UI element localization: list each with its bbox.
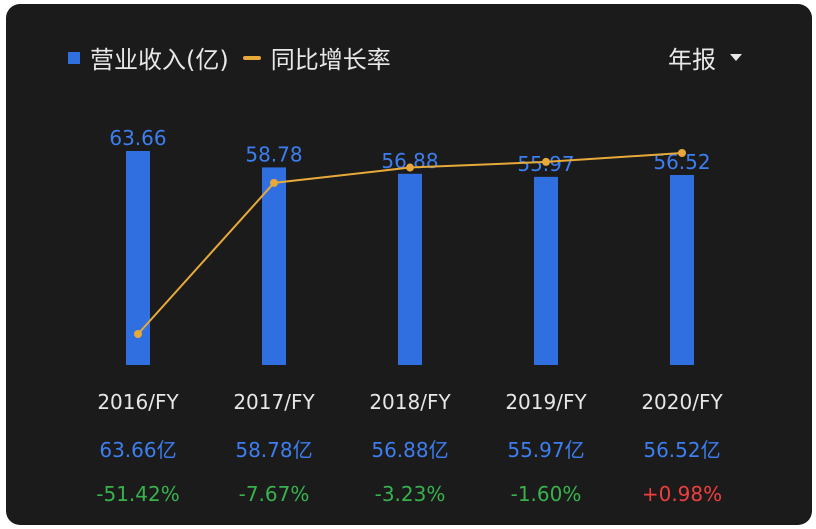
bar-series bbox=[126, 151, 694, 365]
growth-row: -51.42% -7.67% -3.23% -1.60% +0.98% bbox=[6, 482, 812, 512]
legend-item-growth[interactable]: 同比增长率 bbox=[229, 40, 391, 75]
revenue-label: 55.97亿 bbox=[507, 438, 585, 462]
legend-label-growth: 同比增长率 bbox=[270, 46, 391, 74]
growth-point-2016/FY[interactable] bbox=[134, 330, 142, 338]
line-swatch-icon bbox=[242, 55, 261, 60]
growth-label: -7.67% bbox=[238, 482, 310, 506]
growth-label: -51.42% bbox=[96, 482, 180, 506]
growth-label: -1.60% bbox=[510, 482, 582, 506]
legend: 营业收入(亿) 同比增长率 bbox=[68, 40, 391, 75]
category-label: 2017/FY bbox=[233, 390, 315, 414]
revenue-label: 56.52亿 bbox=[643, 438, 721, 462]
growth-points bbox=[134, 149, 686, 338]
period-selector-label: 年报 bbox=[668, 46, 716, 74]
legend-item-revenue[interactable]: 营业收入(亿) bbox=[68, 40, 229, 75]
revenue-row: 63.66亿 58.78亿 56.88亿 55.97亿 56.52亿 bbox=[6, 434, 812, 464]
growth-label: +0.98% bbox=[641, 482, 723, 506]
growth-point-2017/FY[interactable] bbox=[270, 178, 278, 187]
category-axis: 2016/FY 2017/FY 2018/FY 2019/FY 2020/FY bbox=[6, 390, 812, 420]
bar-swatch-icon bbox=[68, 51, 80, 64]
bar-2016/FY[interactable] bbox=[126, 151, 150, 365]
chart-panel: 营业收入(亿) 同比增长率 年报 63.6658.7856.8855.9756.… bbox=[6, 4, 812, 525]
bar-2019/FY[interactable] bbox=[534, 176, 558, 365]
bar-value-label: 58.78 bbox=[245, 142, 302, 166]
bar-2020/FY[interactable] bbox=[670, 175, 694, 365]
bar-2017/FY[interactable] bbox=[262, 167, 286, 365]
growth-label: -3.23% bbox=[374, 482, 446, 506]
growth-point-2020/FY[interactable] bbox=[678, 149, 686, 157]
legend-label-revenue: 营业收入(亿) bbox=[90, 46, 229, 74]
bar-2018/FY[interactable] bbox=[398, 173, 422, 365]
bar-value-label: 63.66 bbox=[109, 126, 166, 150]
growth-point-2019/FY[interactable] bbox=[542, 157, 550, 166]
revenue-label: 58.78亿 bbox=[235, 438, 313, 462]
category-label: 2016/FY bbox=[97, 390, 179, 414]
revenue-label: 63.66亿 bbox=[99, 438, 177, 462]
category-label: 2019/FY bbox=[505, 390, 587, 414]
revenue-label: 56.88亿 bbox=[371, 438, 449, 462]
growth-point-2018/FY[interactable] bbox=[406, 163, 414, 172]
period-selector[interactable]: 年报 bbox=[668, 40, 742, 75]
chevron-down-icon bbox=[730, 54, 742, 61]
category-label: 2018/FY bbox=[369, 390, 451, 414]
category-label: 2020/FY bbox=[641, 390, 723, 414]
